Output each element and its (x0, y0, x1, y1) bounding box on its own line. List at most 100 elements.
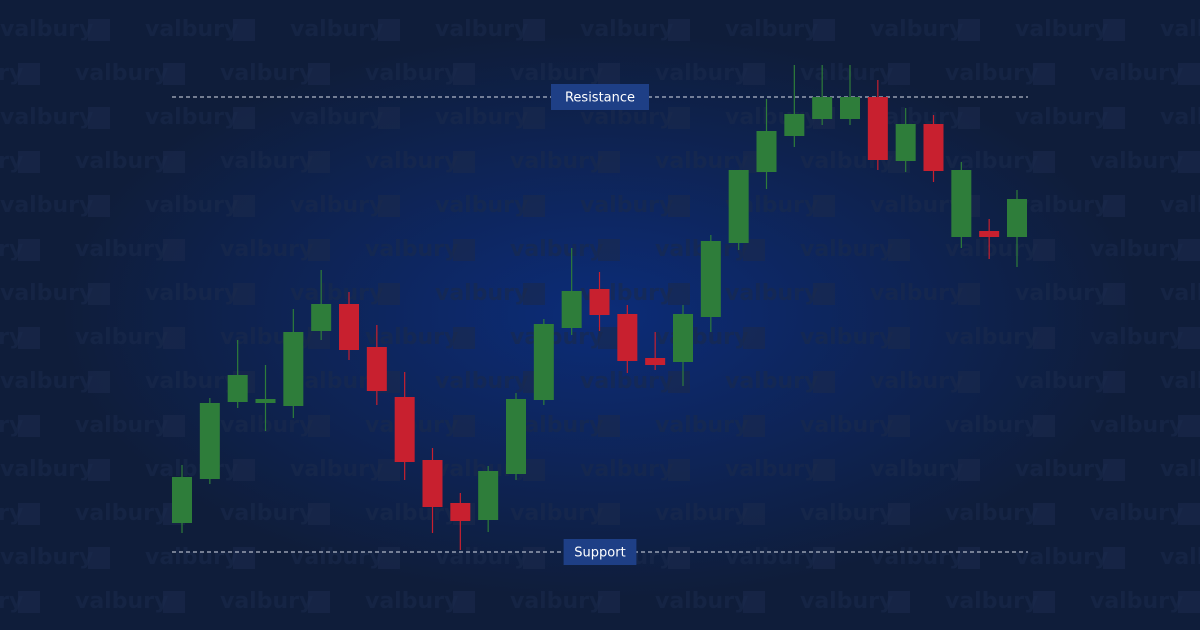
watermark-text: valbury (655, 149, 748, 174)
watermark-text: valbury (365, 61, 458, 86)
watermark-logo (813, 459, 835, 481)
watermark-logo (668, 459, 690, 481)
watermark-text: valbury (510, 237, 603, 262)
watermark-text: valbury (870, 193, 963, 218)
candle-body (617, 314, 638, 361)
candle-body (478, 471, 499, 520)
watermark-text: valbury (435, 369, 528, 394)
watermark-text: valbury (290, 17, 383, 42)
watermark-text: valbury (870, 369, 963, 394)
candle-body (784, 114, 805, 136)
watermark-text: valbury (945, 589, 1038, 614)
watermark-text: valbury (945, 237, 1038, 262)
watermark-logo (1178, 239, 1200, 261)
watermark-text: valbury (290, 281, 383, 306)
watermark-text: valbury (510, 61, 603, 86)
watermark-logo (1178, 327, 1200, 349)
candle-body (700, 241, 721, 317)
watermark-text: valbury (1160, 369, 1200, 394)
watermark-logo (888, 415, 910, 437)
watermark-text: valbury (290, 105, 383, 130)
watermark-text: valbury (145, 193, 238, 218)
watermark-text: valbury (365, 149, 458, 174)
watermark-logo (308, 415, 330, 437)
watermark-logo (163, 151, 185, 173)
watermark-logo (453, 591, 475, 613)
watermark-logo (88, 107, 110, 129)
watermark-text: valbury (75, 589, 168, 614)
candle-body (951, 170, 972, 237)
watermark-logo (88, 19, 110, 41)
watermark-text: valbury (0, 413, 23, 438)
watermark-logo (1103, 371, 1125, 393)
watermark-logo (743, 63, 765, 85)
watermark-text: valbury (1160, 193, 1200, 218)
watermark-text: valbury (800, 501, 893, 526)
watermark-logo (88, 547, 110, 569)
watermark-text: valbury (870, 457, 963, 482)
watermark-text: valbury (725, 17, 818, 42)
watermark-logo (18, 151, 40, 173)
candle-body (1007, 199, 1027, 237)
candle-body (673, 314, 693, 362)
watermark-logo (18, 327, 40, 349)
watermark-text: valbury (870, 545, 963, 570)
watermark-text: valbury (1090, 413, 1183, 438)
watermark-logo (1033, 503, 1055, 525)
watermark-logo (233, 19, 255, 41)
watermark-logo (598, 415, 620, 437)
watermark-logo (18, 239, 40, 261)
watermark-text: valbury (1015, 281, 1108, 306)
watermark-text: valbury (1090, 325, 1183, 350)
candle-body (506, 399, 526, 474)
watermark-logo (598, 503, 620, 525)
candle-body (840, 97, 860, 119)
watermark-logo (523, 195, 545, 217)
watermark-text: valbury (655, 413, 748, 438)
watermark-text: valbury (580, 457, 673, 482)
level-label: Resistance (565, 91, 635, 106)
watermark-text: valbury (75, 61, 168, 86)
watermark-logo (813, 547, 835, 569)
watermark-logo (233, 547, 255, 569)
watermark-text: valbury (800, 413, 893, 438)
watermark-text: valbury (510, 589, 603, 614)
watermark-logo (598, 591, 620, 613)
watermark-text: valbury (655, 325, 748, 350)
watermark-text: valbury (800, 325, 893, 350)
watermark-logo (88, 283, 110, 305)
candle-body (728, 170, 749, 243)
watermark-text: valbury (870, 281, 963, 306)
watermark-text: valbury (510, 325, 603, 350)
watermark-logo (813, 371, 835, 393)
watermark-text: valbury (0, 105, 93, 130)
watermark-logo (958, 547, 980, 569)
watermark-text: valbury (1090, 501, 1183, 526)
watermark-logo (668, 371, 690, 393)
watermark-text: valbury (1015, 369, 1108, 394)
candle-body (172, 477, 192, 523)
watermark-logo (958, 371, 980, 393)
candle-body (923, 124, 944, 171)
watermark-text: valbury (365, 501, 458, 526)
watermark-text: valbury (510, 149, 603, 174)
watermark-logo (378, 547, 400, 569)
watermark-logo (888, 239, 910, 261)
watermark-logo (88, 195, 110, 217)
watermark-text: valbury (1015, 17, 1108, 42)
watermark-text: valbury (0, 61, 23, 86)
watermark-text: valbury (1160, 281, 1200, 306)
candle-body (756, 131, 777, 172)
watermark-layer: valbury valbury valbury valbury valbury valbu… (0, 17, 1200, 614)
watermark-text: valbury (655, 501, 748, 526)
watermark-text: valbury (145, 17, 238, 42)
watermark-logo (453, 239, 475, 261)
watermark-text: valbury (945, 501, 1038, 526)
watermark-text: valbury (0, 457, 93, 482)
watermark-text: valbury (1090, 237, 1183, 262)
watermark-text: valbury (1160, 17, 1200, 42)
watermark-text: valbury (290, 193, 383, 218)
watermark-logo (378, 19, 400, 41)
watermark-text: valbury (870, 17, 963, 42)
